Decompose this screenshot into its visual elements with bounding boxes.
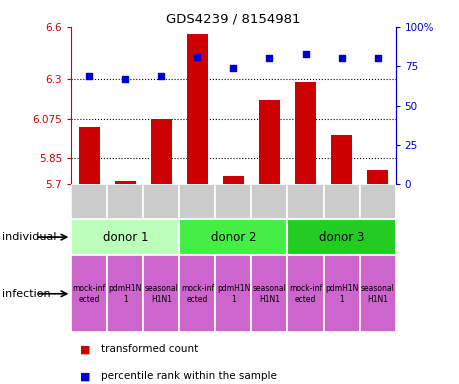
- Bar: [222, 175, 244, 184]
- Text: donor 2: donor 2: [210, 231, 256, 243]
- Bar: [258, 100, 280, 184]
- Text: mock-inf
ected: mock-inf ected: [180, 284, 213, 304]
- Text: seasonal
H1N1: seasonal H1N1: [144, 284, 178, 304]
- Bar: [287, 184, 323, 219]
- Text: transformed count: transformed count: [101, 344, 198, 354]
- Point: [157, 73, 165, 79]
- Text: mock-inf
ected: mock-inf ected: [73, 284, 106, 304]
- Text: ■: ■: [80, 371, 94, 381]
- Text: infection: infection: [2, 289, 51, 299]
- Text: ■: ■: [80, 344, 94, 354]
- Point: [85, 73, 93, 79]
- Bar: [71, 184, 107, 219]
- Bar: [251, 255, 287, 332]
- Text: donor 1: donor 1: [102, 231, 148, 243]
- Point: [193, 54, 201, 60]
- Bar: [179, 184, 215, 219]
- Bar: [251, 184, 287, 219]
- Bar: [71, 219, 179, 255]
- Point: [121, 76, 129, 82]
- Bar: [287, 219, 395, 255]
- Text: pdmH1N
1: pdmH1N 1: [324, 284, 358, 304]
- Bar: [107, 255, 143, 332]
- Point: [337, 55, 344, 61]
- Bar: [107, 184, 143, 219]
- Point: [373, 55, 381, 61]
- Bar: [323, 255, 359, 332]
- Point: [301, 51, 308, 57]
- Text: pdmH1N
1: pdmH1N 1: [216, 284, 250, 304]
- Text: donor 3: donor 3: [318, 231, 364, 243]
- Text: seasonal
H1N1: seasonal H1N1: [360, 284, 394, 304]
- Text: pdmH1N
1: pdmH1N 1: [108, 284, 142, 304]
- Bar: [179, 219, 287, 255]
- Bar: [287, 255, 323, 332]
- Bar: [215, 184, 251, 219]
- Point: [265, 55, 273, 61]
- Bar: [78, 127, 100, 184]
- Bar: [186, 34, 208, 184]
- Bar: [359, 184, 395, 219]
- Text: mock-inf
ected: mock-inf ected: [288, 284, 321, 304]
- Text: individual: individual: [2, 232, 56, 242]
- Bar: [294, 82, 316, 184]
- Bar: [150, 119, 172, 184]
- Bar: [114, 181, 136, 184]
- Point: [230, 65, 237, 71]
- Bar: [179, 255, 215, 332]
- Title: GDS4239 / 8154981: GDS4239 / 8154981: [166, 13, 300, 26]
- Bar: [330, 135, 352, 184]
- Bar: [215, 255, 251, 332]
- Bar: [359, 255, 395, 332]
- Bar: [71, 255, 107, 332]
- Text: seasonal
H1N1: seasonal H1N1: [252, 284, 286, 304]
- Bar: [366, 170, 387, 184]
- Text: percentile rank within the sample: percentile rank within the sample: [101, 371, 276, 381]
- Bar: [143, 255, 179, 332]
- Bar: [323, 184, 359, 219]
- Bar: [143, 184, 179, 219]
